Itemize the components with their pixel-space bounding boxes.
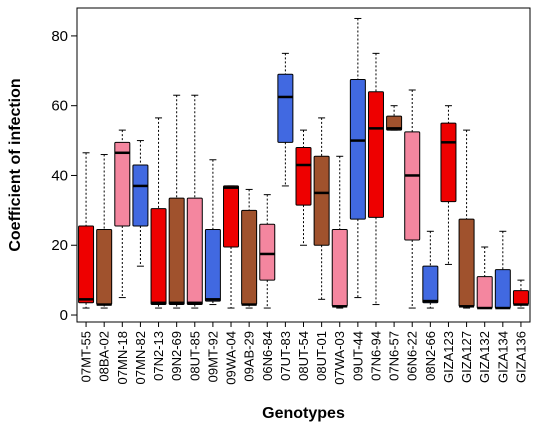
box-GIZA134 — [494, 269, 511, 309]
box-07MN-82 — [132, 164, 149, 227]
box-08UT-01 — [313, 155, 330, 246]
x-tick-label: 09N2-69 — [169, 331, 184, 381]
x-tick-label: 08UT-54 — [296, 331, 311, 381]
box-09AB-29 — [241, 209, 258, 306]
x-tick-label: 07WA-03 — [332, 331, 347, 385]
y-tick-label: 80 — [51, 28, 68, 45]
x-tick-label: 09AB-29 — [242, 331, 257, 382]
x-tick-label: 07N6-57 — [387, 331, 402, 381]
x-tick-label: 07MT-55 — [79, 331, 94, 382]
y-axis-ticks: 0 20 40 60 80 — [51, 28, 77, 324]
x-tick-label: GIZA123 — [441, 331, 456, 383]
box-07MN-18 — [114, 141, 131, 227]
box-07N2-13 — [150, 208, 167, 306]
boxes-layer — [78, 73, 529, 310]
x-tick-label: 08UT-85 — [187, 331, 202, 381]
box-GIZA132 — [476, 276, 493, 309]
box-07MT-55 — [78, 225, 95, 304]
box-08UT-85 — [186, 197, 203, 306]
box-08N2-66 — [422, 265, 439, 304]
box-GIZA136 — [512, 290, 529, 306]
y-tick-label: 40 — [51, 167, 68, 184]
x-tick-label: 07N6-94 — [368, 331, 383, 381]
x-tick-label: 07N2-13 — [151, 331, 166, 381]
box-07WA-03 — [331, 229, 348, 307]
x-tick-label: GIZA127 — [459, 331, 474, 383]
box-07N6-94 — [367, 91, 384, 218]
box-08UT-54 — [295, 147, 312, 206]
x-tick-label: 08BA-02 — [97, 331, 112, 382]
x-axis-title: Genotypes — [262, 405, 345, 422]
x-tick-label: 06N6-84 — [260, 331, 275, 381]
y-axis-title: Coefficient of infection — [7, 78, 24, 251]
box-GIZA123 — [440, 122, 457, 203]
x-tick-label: 09MT-92 — [205, 331, 220, 382]
x-tick-label: GIZA134 — [495, 331, 510, 383]
y-tick-label: 0 — [60, 307, 68, 324]
box-06N6-22 — [404, 131, 421, 241]
box-09WA-04 — [223, 185, 240, 248]
x-tick-label: 07MN-18 — [115, 331, 130, 384]
plot-frame — [76, 7, 531, 323]
box-09N2-69 — [168, 197, 185, 306]
box-09MT-92 — [204, 229, 221, 302]
x-axis-tick-labels: 07MT-55 08BA-02 07MN-18 07MN-82 07N2-13 09N2-… — [79, 322, 528, 385]
box-07N6-57 — [386, 115, 403, 131]
y-tick-label: 60 — [51, 98, 68, 115]
box-08BA-02 — [96, 229, 113, 306]
x-tick-label: 06N6-22 — [405, 331, 420, 381]
box-09UT-44 — [349, 79, 366, 220]
whiskers-layer — [82, 17, 525, 309]
x-tick-label: 09UT-44 — [350, 331, 365, 381]
x-tick-label: 08UT-01 — [314, 331, 329, 381]
box-07UT-83 — [277, 73, 294, 143]
y-tick-label: 20 — [51, 237, 68, 254]
x-tick-label: 09WA-04 — [224, 331, 239, 385]
x-tick-label: 08N2-66 — [423, 331, 438, 381]
x-tick-label: 07MN-82 — [133, 331, 148, 384]
x-tick-label: GIZA132 — [477, 331, 492, 383]
x-tick-label: 07UT-83 — [278, 331, 293, 381]
x-tick-label: GIZA136 — [513, 331, 528, 383]
box-06N6-84 — [259, 223, 276, 281]
box-GIZA127 — [458, 218, 475, 307]
